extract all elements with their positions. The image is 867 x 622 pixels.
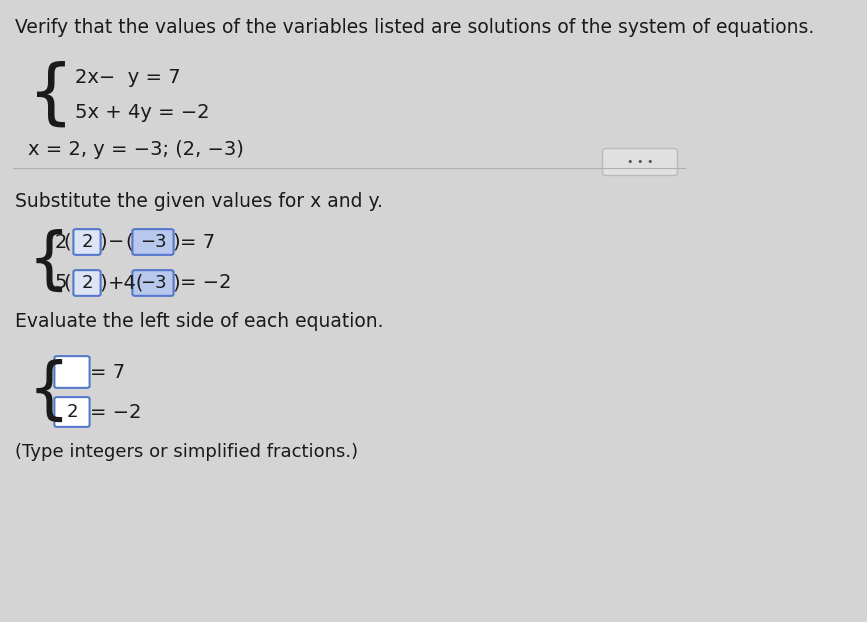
Text: +4(: +4( — [108, 274, 145, 292]
Text: ): ) — [172, 233, 179, 251]
Text: (: ( — [63, 274, 70, 292]
Text: ): ) — [172, 274, 179, 292]
Text: −: − — [108, 233, 124, 251]
FancyBboxPatch shape — [74, 270, 101, 296]
Text: {: { — [28, 60, 74, 129]
Text: Verify that the values of the variables listed are solutions of the system of eq: Verify that the values of the variables … — [15, 18, 814, 37]
Text: {: { — [28, 359, 70, 425]
Text: 2: 2 — [81, 233, 93, 251]
Text: (: ( — [125, 233, 133, 251]
Text: = −2: = −2 — [180, 274, 231, 292]
Text: 5: 5 — [55, 274, 68, 292]
Text: x = 2, y = −3; (2, −3): x = 2, y = −3; (2, −3) — [28, 140, 244, 159]
FancyBboxPatch shape — [55, 356, 89, 388]
FancyBboxPatch shape — [603, 149, 677, 175]
Text: = 7: = 7 — [180, 233, 215, 251]
Text: ): ) — [99, 274, 107, 292]
Text: ): ) — [99, 233, 107, 251]
Text: 2x−  y = 7: 2x− y = 7 — [75, 68, 180, 87]
Text: • • •: • • • — [627, 157, 653, 167]
Text: {: { — [28, 229, 70, 295]
Text: Substitute the given values for x and y.: Substitute the given values for x and y. — [15, 192, 383, 211]
Text: (Type integers or simplified fractions.): (Type integers or simplified fractions.) — [15, 443, 358, 461]
Text: −3: −3 — [140, 233, 166, 251]
Text: −3: −3 — [140, 274, 166, 292]
Text: 2: 2 — [66, 403, 78, 421]
Text: 2: 2 — [55, 233, 68, 251]
Text: = −2: = −2 — [90, 402, 141, 422]
Text: 2: 2 — [81, 274, 93, 292]
FancyBboxPatch shape — [133, 229, 173, 255]
Text: 5x + 4y = −2: 5x + 4y = −2 — [75, 103, 210, 122]
Text: (: ( — [63, 233, 70, 251]
FancyBboxPatch shape — [74, 229, 101, 255]
FancyBboxPatch shape — [55, 397, 89, 427]
Text: Evaluate the left side of each equation.: Evaluate the left side of each equation. — [15, 312, 383, 331]
FancyBboxPatch shape — [133, 270, 173, 296]
Text: = 7: = 7 — [90, 363, 125, 381]
